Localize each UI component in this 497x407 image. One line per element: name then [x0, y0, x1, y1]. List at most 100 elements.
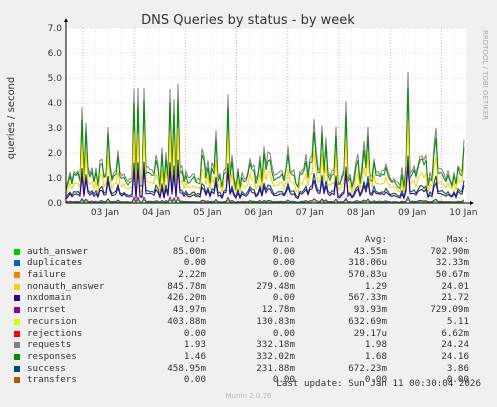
legend-value-avg: 0.00	[364, 374, 387, 386]
chart: DNS Queries by status - by week queries …	[6, 13, 489, 218]
legend-swatch-nxdomain	[14, 295, 20, 302]
legend-value-max: 3.86	[446, 362, 469, 374]
legend-label: transfers	[27, 374, 77, 386]
legend-label: auth_answer	[27, 245, 88, 257]
legend-value-min: 0.00	[272, 327, 295, 339]
x-tick-label: 10 Jan	[449, 208, 477, 218]
legend-value-avg: 1.29	[364, 280, 387, 292]
y-tick-label: 7.0	[48, 24, 63, 34]
legend-label: nxrrset	[27, 304, 66, 316]
legend-row-failure: failure 2.22m 0.00 570.83u 50.67m	[14, 269, 486, 281]
legend-rows: auth_answer 85.00m 0.00 43.55m 702.90m duplic…	[14, 246, 486, 386]
legend-value-avg: 1.98	[364, 339, 387, 351]
chart-title: DNS Queries by status - by week	[141, 13, 355, 28]
legend-value-min: 279.48m	[256, 280, 295, 292]
legend-value-max: 6.62m	[441, 327, 469, 339]
legend-row-nxdomain: nxdomain 426.20m 0.00 567.33m 21.72	[14, 292, 486, 304]
x-tick-label: 08 Jan	[347, 208, 375, 218]
x-tick-label: 05 Jan	[193, 208, 221, 218]
series-line-nonauth_answer	[65, 120, 465, 196]
y-tick-label: 1.0	[48, 174, 63, 184]
plot-area: 0.0 1.0 2.0 3.0 4.0 5.0 6.0 7.0 03 Jan 04 Jan 05 J…	[48, 18, 477, 218]
legend-label: failure	[27, 269, 66, 281]
y-axis-arrow	[64, 18, 68, 22]
legend-value-avg: 1.68	[364, 350, 387, 362]
legend-swatch-rejections	[14, 330, 20, 337]
legend-value-min: 130.83m	[256, 315, 295, 327]
legend-swatch-nxrrset	[14, 307, 20, 314]
legend-value-max: 702.90m	[430, 245, 469, 257]
legend-header: Cur: Min: Avg: Max:	[14, 234, 486, 246]
legend-value-cur: 43.97m	[172, 304, 206, 316]
legend: Cur: Min: Avg: Max: auth_answer 85.00m 0.0…	[14, 234, 486, 386]
legend-value-min: 332.02m	[256, 350, 295, 362]
header-min: Min:	[272, 234, 295, 245]
legend-value-min: 12.78m	[261, 304, 295, 316]
legend-value-max: 729.09m	[430, 304, 469, 316]
x-tick-label: 03 Jan	[91, 208, 119, 218]
legend-row-responses: responses 1.46 332.02m 1.68 24.16	[14, 351, 486, 363]
legend-value-avg: 29.17u	[353, 327, 387, 339]
legend-label: recursion	[27, 315, 77, 327]
header-avg: Avg:	[364, 234, 387, 245]
y-tick-label: 4.0	[48, 99, 63, 109]
legend-row-auth_answer: auth_answer 85.00m 0.00 43.55m 702.90m	[14, 246, 486, 258]
legend-value-min: 0.00	[272, 269, 295, 281]
legend-value-cur: 426.20m	[167, 292, 206, 304]
legend-value-avg: 672.23m	[348, 362, 387, 374]
legend-label: duplicates	[27, 257, 83, 269]
last-update: Last update: Sun Jan 11 00:30:04 2026	[276, 378, 481, 389]
legend-value-cur: 0.00	[183, 374, 206, 386]
legend-swatch-nonauth_answer	[14, 283, 20, 290]
munin-version: Munin 2.0.76	[225, 392, 272, 400]
legend-value-cur: 85.00m	[172, 245, 206, 257]
legend-value-min: 0.00	[272, 245, 295, 257]
legend-value-min: 231.88m	[256, 362, 295, 374]
legend-row-requests: requests 1.93 332.18m 1.98 24.24	[14, 339, 486, 351]
legend-swatch-success	[14, 365, 20, 372]
legend-swatch-auth_answer	[14, 248, 20, 255]
legend-value-max: 5.11	[446, 315, 469, 327]
legend-value-avg: 570.83u	[348, 269, 387, 281]
legend-row-rejections: rejections 0.00 0.00 29.17u 6.62m	[14, 328, 486, 340]
header-cur: Cur:	[183, 234, 206, 245]
legend-value-cur: 845.78m	[167, 280, 206, 292]
legend-value-cur: 0.00	[183, 327, 206, 339]
legend-swatch-duplicates	[14, 260, 20, 267]
legend-value-cur: 1.46	[183, 350, 206, 362]
legend-value-avg: 43.55m	[353, 245, 387, 257]
y-tick-label: 5.0	[48, 74, 63, 84]
legend-row-nonauth_answer: nonauth_answer 845.78m 279.48m 1.29 24.01	[14, 281, 486, 293]
legend-value-max: 24.01	[441, 280, 469, 292]
legend-label: responses	[27, 350, 77, 362]
legend-value-max: 0.00	[446, 374, 469, 386]
legend-value-min: 0.00	[272, 292, 295, 304]
legend-value-avg: 318.06u	[348, 257, 387, 269]
x-tick-label: 06 Jan	[245, 208, 273, 218]
legend-swatch-recursion	[14, 318, 20, 325]
legend-row-duplicates: duplicates 0.00 0.00 318.06u 32.33m	[14, 257, 486, 269]
legend-value-cur: 403.88m	[167, 315, 206, 327]
legend-swatch-responses	[14, 353, 20, 360]
series-line-nxrrset	[65, 195, 465, 204]
legend-value-cur: 458.95m	[167, 362, 206, 374]
legend-value-max: 24.16	[441, 350, 469, 362]
legend-value-max: 32.33m	[435, 257, 469, 269]
legend-value-cur: 0.00	[183, 257, 206, 269]
series-line-nxdomain	[65, 166, 465, 200]
y-axis-label: queries / second	[6, 77, 17, 159]
legend-value-max: 21.72	[441, 292, 469, 304]
x-axis-arrow	[470, 201, 474, 205]
y-tick-label: 2.0	[48, 149, 63, 159]
legend-row-recursion: recursion 403.88m 130.83m 632.69m 5.11	[14, 316, 486, 328]
legend-row-nxrrset: nxrrset 43.97m 12.78m 93.93m 729.09m	[14, 304, 486, 316]
legend-label: rejections	[27, 327, 83, 339]
legend-value-min: 0.00	[272, 257, 295, 269]
legend-value-avg: 567.33m	[348, 292, 387, 304]
x-tick-label: 07 Jan	[296, 208, 324, 218]
legend-value-min: 0.00	[272, 374, 295, 386]
legend-swatch-transfers	[14, 377, 20, 384]
legend-label: requests	[27, 339, 72, 351]
legend-row-success: success 458.95m 231.88m 672.23m 3.86	[14, 363, 486, 375]
legend-label: nonauth_answer	[27, 280, 105, 292]
